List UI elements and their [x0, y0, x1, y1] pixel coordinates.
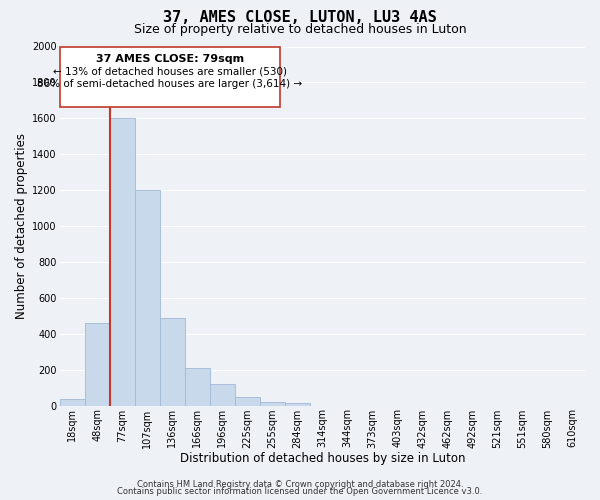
Bar	[134, 190, 160, 406]
Bar	[285, 403, 310, 406]
Bar	[185, 368, 209, 406]
Bar	[260, 402, 285, 406]
X-axis label: Distribution of detached houses by size in Luton: Distribution of detached houses by size …	[179, 452, 465, 465]
Text: ← 13% of detached houses are smaller (530): ← 13% of detached houses are smaller (53…	[53, 66, 287, 76]
FancyBboxPatch shape	[59, 46, 280, 106]
Text: Contains public sector information licensed under the Open Government Licence v3: Contains public sector information licen…	[118, 487, 482, 496]
Text: 37 AMES CLOSE: 79sqm: 37 AMES CLOSE: 79sqm	[95, 54, 244, 64]
Y-axis label: Number of detached properties: Number of detached properties	[15, 133, 28, 319]
Text: 37, AMES CLOSE, LUTON, LU3 4AS: 37, AMES CLOSE, LUTON, LU3 4AS	[163, 10, 437, 25]
Bar	[110, 118, 134, 406]
Text: Size of property relative to detached houses in Luton: Size of property relative to detached ho…	[134, 22, 466, 36]
Text: Contains HM Land Registry data © Crown copyright and database right 2024.: Contains HM Land Registry data © Crown c…	[137, 480, 463, 489]
Bar	[59, 400, 85, 406]
Bar	[235, 398, 260, 406]
Bar	[85, 323, 110, 406]
Text: 86% of semi-detached houses are larger (3,614) →: 86% of semi-detached houses are larger (…	[37, 79, 302, 89]
Bar	[160, 318, 185, 406]
Bar	[209, 384, 235, 406]
